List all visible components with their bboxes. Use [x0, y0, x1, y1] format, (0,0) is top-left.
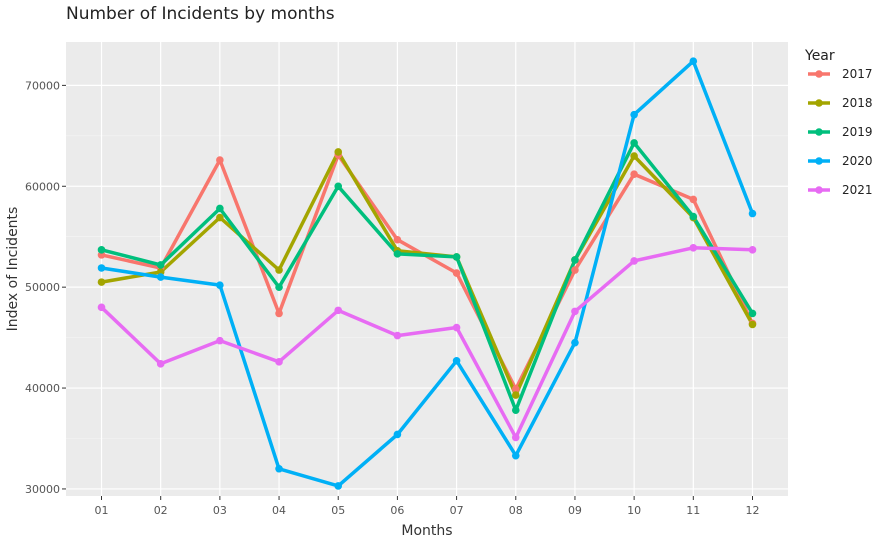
legend-label: 2019	[842, 125, 873, 139]
data-point-2021	[334, 306, 343, 315]
series-points	[97, 57, 757, 490]
x-tick-label: 11	[686, 504, 700, 517]
data-point-2018	[216, 213, 224, 222]
data-point-2019	[748, 309, 757, 318]
plot-panel	[66, 42, 788, 496]
data-point-2021	[571, 307, 579, 316]
data-point-2020	[571, 338, 579, 347]
data-point-2021	[689, 244, 698, 252]
data-point-2017	[452, 269, 461, 277]
data-point-2021	[216, 336, 224, 345]
x-tick-label: 12	[745, 504, 759, 517]
x-axis-title: Months	[401, 523, 452, 536]
data-point-2019	[156, 261, 165, 269]
legend-label: 2021	[842, 183, 873, 197]
legend-label: 2017	[842, 67, 873, 81]
y-axis-title: Index of Incidents	[5, 207, 21, 332]
series-line-2019	[99, 141, 755, 412]
legend-key-point	[815, 186, 823, 194]
data-point-2021	[97, 303, 106, 312]
x-tick-label: 06	[390, 504, 404, 517]
data-point-2021	[156, 360, 165, 368]
data-point-2017	[275, 309, 283, 318]
x-tick-label: 02	[154, 504, 168, 517]
data-point-2019	[97, 246, 106, 254]
data-point-2021	[452, 323, 461, 332]
data-point-2017	[571, 266, 579, 274]
data-point-2020	[393, 430, 402, 439]
chart-title: Number of Incidents by months	[66, 4, 335, 24]
data-point-2020	[630, 110, 638, 119]
data-point-2021	[748, 246, 757, 254]
data-point-2018	[511, 391, 520, 399]
legend-title: Year	[804, 48, 835, 64]
y-tick-label: 30000	[25, 483, 60, 496]
data-point-2019	[511, 406, 520, 415]
data-point-2018	[334, 148, 343, 156]
data-point-2019	[275, 283, 283, 291]
data-point-2021	[393, 331, 402, 340]
y-tick-label: 50000	[25, 281, 60, 294]
data-point-2018	[630, 152, 638, 160]
legend-label: 2018	[842, 96, 873, 110]
data-point-2020	[748, 209, 757, 218]
y-tick-label: 40000	[25, 382, 60, 395]
data-point-2021	[511, 433, 520, 442]
x-tick-label: 09	[568, 504, 582, 517]
y-tick-label: 60000	[25, 180, 60, 193]
x-tick-label: 04	[272, 504, 286, 517]
data-point-2020	[97, 264, 106, 272]
data-point-2021	[275, 358, 283, 366]
data-point-2020	[689, 57, 698, 65]
data-point-2019	[393, 250, 402, 258]
data-point-2018	[748, 320, 757, 329]
data-point-2019	[689, 212, 698, 221]
data-point-2017	[511, 385, 520, 393]
data-point-2017	[393, 235, 402, 244]
data-point-2019	[630, 139, 638, 147]
data-point-2020	[216, 281, 224, 289]
y-tick-label: 70000	[25, 79, 60, 92]
data-point-2017	[689, 195, 698, 204]
x-tick-label: 01	[95, 504, 109, 517]
legend-key-point	[815, 70, 823, 78]
data-point-2018	[275, 266, 283, 274]
data-point-2021	[630, 257, 638, 265]
data-point-2018	[97, 278, 106, 286]
data-point-2019	[452, 253, 461, 261]
data-point-2020	[511, 451, 520, 460]
data-point-2017	[216, 156, 224, 164]
data-point-2020	[156, 273, 165, 281]
axes: 30000 40000 50000 60000 70000 01 02 03 04 05 06 07 0…	[25, 79, 759, 517]
x-tick-label: 10	[627, 504, 641, 517]
legend-label: 2020	[842, 154, 873, 168]
legend: Year 2017 2018 2019 2020 2021	[804, 48, 873, 197]
data-point-2020	[334, 482, 343, 490]
x-tick-label: 07	[450, 504, 464, 517]
legend-key-point	[815, 99, 823, 107]
series-line-2020	[99, 59, 755, 488]
data-point-2019	[216, 204, 224, 213]
series-lines	[99, 59, 755, 488]
legend-key-point	[815, 128, 823, 136]
x-tick-label: 03	[213, 504, 227, 517]
series-line-2021	[99, 246, 755, 440]
data-point-2017	[630, 170, 638, 178]
data-point-2019	[334, 182, 343, 191]
data-point-2019	[571, 256, 579, 264]
data-point-2020	[275, 464, 283, 473]
x-tick-label: 08	[509, 504, 523, 517]
x-tick-label: 05	[331, 504, 345, 517]
legend-key-point	[815, 157, 823, 165]
data-point-2020	[452, 357, 461, 365]
